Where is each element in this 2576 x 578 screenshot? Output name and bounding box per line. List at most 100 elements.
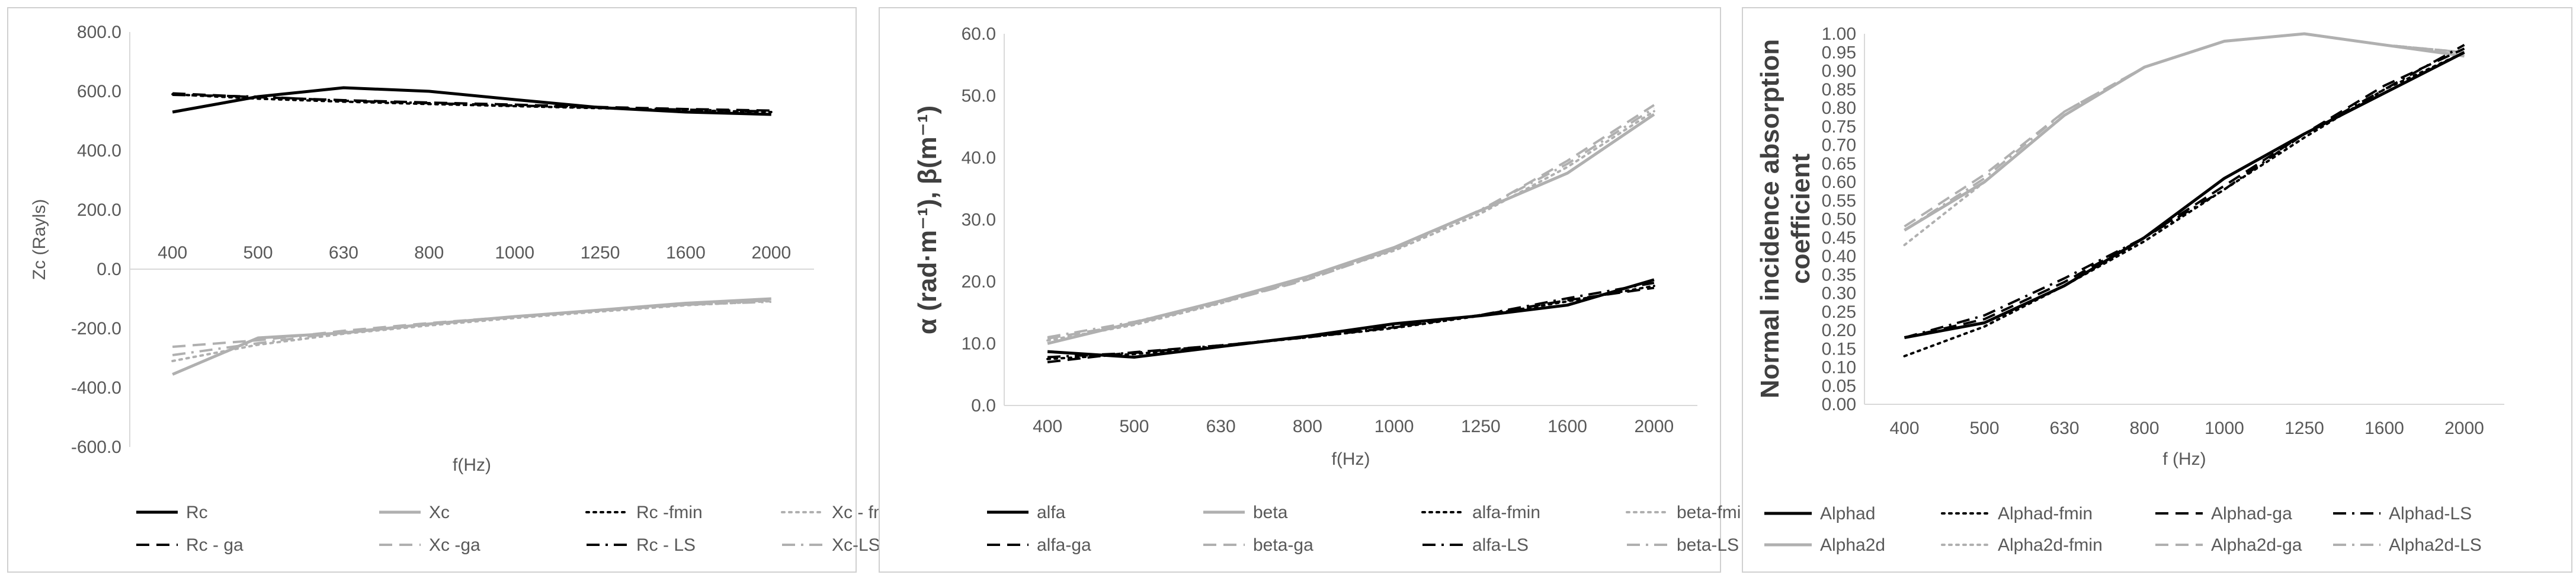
x-tick-label: 1250 [1461,417,1501,436]
legend-label: beta-LS [1677,535,1739,555]
legend-label: Alphad-fmin [1998,504,2093,523]
x-tick-label: 1250 [581,243,620,263]
legend-label: Xc -ga [429,535,480,555]
y-tick-label: 0.60 [1822,173,1856,192]
legend-label: Alphad-ga [2211,504,2292,523]
legend-label: alfa [1037,503,1066,522]
y-tick-label: 0.90 [1822,62,1856,81]
y-tick-label: 20.0 [962,272,996,292]
x-tick-label: 1600 [1547,417,1587,436]
chart-panel-impedance: -600.0 -400.0 -200.0 0.0 200.0 400.0 600.0 800.… [7,7,902,573]
y-tick-label: 0.20 [1822,321,1856,340]
series-line-xc-ls [172,301,771,356]
y-tick-label: 0.25 [1822,302,1856,322]
y-tick-label: 0.0 [971,396,996,416]
legend-label: alfa-LS [1472,535,1529,555]
series-line-alphad-ls [1904,44,2465,339]
x-tick-label: 500 [1969,419,1999,438]
y-tick-label: 0.70 [1822,136,1856,155]
x-tick-label: 1000 [1374,417,1414,436]
y-tick-label: 0.50 [1822,210,1856,229]
y-tick-label: 0.80 [1822,98,1856,118]
x-tick-label: 2000 [751,243,791,263]
y-tick-label: 0.65 [1822,154,1856,174]
y-tick-label: 0.75 [1822,117,1856,136]
series-line-xc-fmin [171,300,773,362]
y-tick-label: 0.55 [1822,191,1856,210]
series-line-alphad-fmin [1903,51,2466,357]
series-line-beta-ls [1047,107,1655,339]
y-tick-label: 10.0 [962,334,996,354]
series-line-xc-ga [172,299,771,348]
y-tick-label: 0.0 [97,260,121,279]
y-axis-label: α (rad·m⁻¹), β(m⁻¹) [913,106,942,334]
x-axis-label: f (Hz) [2162,449,2206,469]
y-tick-label: 40.0 [962,148,996,168]
chart-svg-impedance: -600.0 -400.0 -200.0 0.0 200.0 400.0 600.0 800.… [30,23,902,555]
y-tick-label: 0.05 [1822,376,1856,396]
y-tick-label: 0.15 [1822,339,1856,359]
y-tick-label: -400.0 [71,378,121,398]
y-tick-label: 0.00 [1822,395,1856,414]
x-tick-label: 2000 [1635,417,1674,436]
x-tick-label: 500 [243,243,273,263]
legend-label: beta [1253,503,1288,522]
legend-label: Alpha2d-ga [2211,535,2302,555]
x-tick-label: 400 [158,243,187,263]
y-tick-label: 0.30 [1822,284,1856,304]
y-axis-label-line: Normal incidence absorption [1755,39,1784,398]
series-line-rc-ls [172,94,771,113]
y-axis-label-line: coefficient [1786,154,1815,284]
x-tick-label: 800 [1293,417,1322,436]
series-line-alfa [1047,278,1655,359]
x-tick-label: 500 [1119,417,1149,436]
x-tick-label: 400 [1033,417,1062,436]
legend-label: alfa-ga [1037,535,1091,555]
x-tick-label: 800 [2129,419,2159,438]
y-tick-label: 0.45 [1822,228,1856,248]
x-axis-label: f(Hz) [1332,449,1370,469]
chart-svg-propagation: 0.0 10.0 20.0 30.0 40.0 50.0 60.0 400 500 630 800 1… [913,24,1751,555]
x-axis-label: f(Hz) [453,455,491,475]
y-tick-label: 30.0 [962,210,996,230]
x-tick-label: 630 [2049,419,2079,438]
x-tick-label: 2000 [2444,419,2484,438]
x-tick-label: 630 [329,243,358,263]
series-line-alpha2d [1904,32,2465,232]
x-tick-label: 1600 [666,243,706,263]
y-tick-label: 0.10 [1822,358,1856,378]
legend-label: Alphad-LS [2389,504,2472,523]
legend-label: Alpha2d [1820,535,1885,555]
legend-label: Rc -fmin [636,503,703,522]
x-tick-label: 1000 [495,243,534,263]
series-line-alphad-ga [1904,47,2465,339]
series-line-alfa-ls [1047,282,1655,359]
x-tick-label: 1600 [2364,419,2404,438]
y-tick-label: 400.0 [77,141,121,161]
legend-label: Xc-LS [832,535,880,555]
series-line-xc [172,297,771,376]
y-tick-label: 0.85 [1822,80,1856,100]
legend-label: Alpha2d-fmin [1998,535,2103,555]
legend-label: alfa-fmin [1472,503,1540,522]
x-tick-label: 1250 [2285,419,2324,438]
y-tick-label: 0.40 [1822,247,1856,266]
chart-panel-absorption: 0.00 0.05 0.10 0.15 0.20 0.25 0.30 0.35 0.40 0.45… [1742,7,2572,573]
legend-label: Alphad [1820,504,1875,523]
series-line-beta [1047,113,1655,345]
series-line-alpha2d-ls [1904,33,2465,231]
x-tick-label: 630 [1206,417,1236,436]
y-tick-label: -600.0 [71,438,121,457]
legend-label: Xc [429,503,450,522]
chart-svg-absorption: 0.000.050.100.150.200.250.300.350.400.45… [1755,24,2504,555]
x-tick-label: 800 [414,243,444,263]
legend-label: beta-fmin [1677,503,1751,522]
y-tick-label: 1.00 [1822,24,1856,44]
y-axis-label: Normal incidence absorptioncoefficient [1755,39,1815,398]
y-axis-label: Zc (Rayls) [30,199,49,280]
series-line-alpha2d-ga [1904,33,2465,228]
legend-label: beta-ga [1253,535,1313,555]
y-tick-label: 0.95 [1822,43,1856,62]
y-tick-label: 60.0 [962,24,996,44]
series-line-beta-ga [1047,104,1655,340]
